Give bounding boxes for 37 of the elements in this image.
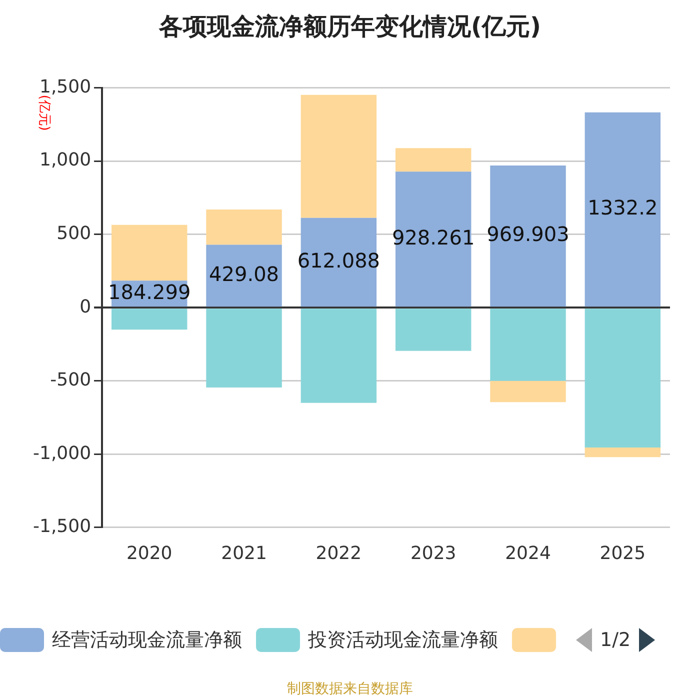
bar	[111, 308, 188, 330]
legend-label: 投资活动现金流量净额	[308, 628, 498, 653]
text: 1/2	[600, 629, 631, 651]
data-label: 1332.2	[588, 196, 658, 220]
bar	[206, 308, 282, 388]
data-label: 969.903	[486, 222, 570, 246]
bar	[206, 210, 282, 245]
x-tick-label: 2020	[126, 542, 172, 564]
bar	[300, 94, 377, 218]
bar	[584, 308, 661, 448]
text: 制图数据来自数据库	[286, 680, 414, 698]
x-tick-label: 2022	[316, 542, 362, 564]
y-tick-label: -500	[50, 370, 92, 391]
x-tick-label: 2024	[505, 542, 551, 564]
y-axis-title: (亿元)	[36, 94, 52, 131]
bar	[490, 308, 566, 381]
data-label: 928.261	[392, 225, 475, 250]
bar	[490, 380, 566, 402]
bar	[584, 448, 661, 458]
y-tick-label: 1,000	[39, 150, 92, 171]
chart-title: 各项现金流净额历年变化情况(亿元)	[158, 12, 541, 41]
bar	[111, 224, 188, 281]
x-tick-label: 2023	[410, 542, 456, 564]
y-tick-label: -1,500	[32, 516, 92, 538]
y-tick-label: 500	[56, 223, 92, 244]
data-label: 429.08	[209, 262, 280, 286]
y-tick-label: 0	[80, 296, 92, 318]
y-tick-label: -1,000	[32, 442, 92, 464]
x-tick-label: 2021	[221, 542, 267, 564]
bar	[300, 308, 377, 403]
bar	[206, 244, 282, 307]
bar	[395, 148, 472, 172]
bar	[395, 172, 472, 307]
legend-label: 经营活动现金流量净额	[52, 628, 242, 653]
x-tick-label: 2025	[600, 542, 646, 564]
bar	[584, 112, 661, 307]
bar	[395, 308, 472, 351]
